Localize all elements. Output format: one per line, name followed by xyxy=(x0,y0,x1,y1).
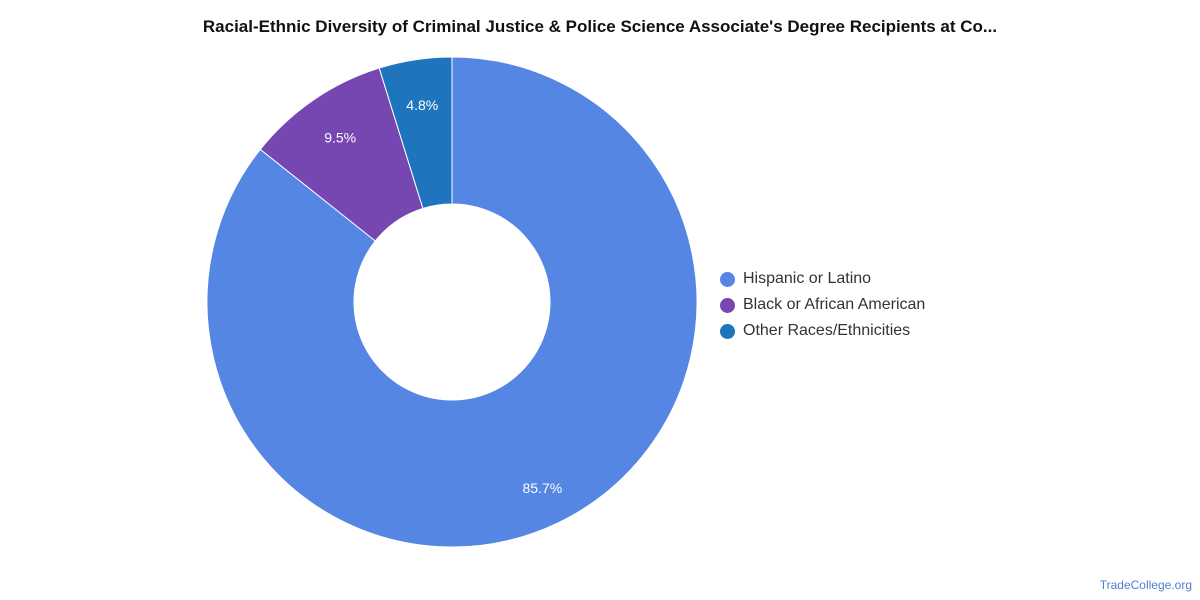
chart-title: Racial-Ethnic Diversity of Criminal Just… xyxy=(202,17,998,36)
legend-label-hispanic-or-latino: Hispanic or Latino xyxy=(743,270,872,287)
data-label-hispanic-or-latino: 85.7% xyxy=(522,480,562,496)
legend-swatch-hispanic-or-latino xyxy=(720,271,735,287)
chart-legend: Hispanic or Latino Black or African Amer… xyxy=(720,266,925,344)
slice-other-races-ethnicities[interactable] xyxy=(378,56,453,210)
legend-item-hispanic-or-latino[interactable]: Hispanic or Latino xyxy=(720,266,925,292)
legend-item-other-races-ethnicities[interactable]: Other Races/Ethnicities xyxy=(720,318,925,344)
data-label-black-or-african-american: 9.5% xyxy=(324,129,356,145)
legend-swatch-other-races-ethnicities xyxy=(720,323,735,339)
slice-hispanic-or-latino[interactable] xyxy=(206,56,698,548)
legend-swatch-black-or-african-american xyxy=(720,297,735,313)
data-label-other-races-ethnicities: 4.8% xyxy=(406,97,438,113)
legend-item-black-or-african-american[interactable]: Black or African American xyxy=(720,292,925,318)
legend-label-other-races-ethnicities: Other Races/Ethnicities xyxy=(743,322,911,339)
watermark-link[interactable]: TradeCollege.org xyxy=(1099,578,1192,592)
legend-label-black-or-african-american: Black or African American xyxy=(743,296,926,313)
